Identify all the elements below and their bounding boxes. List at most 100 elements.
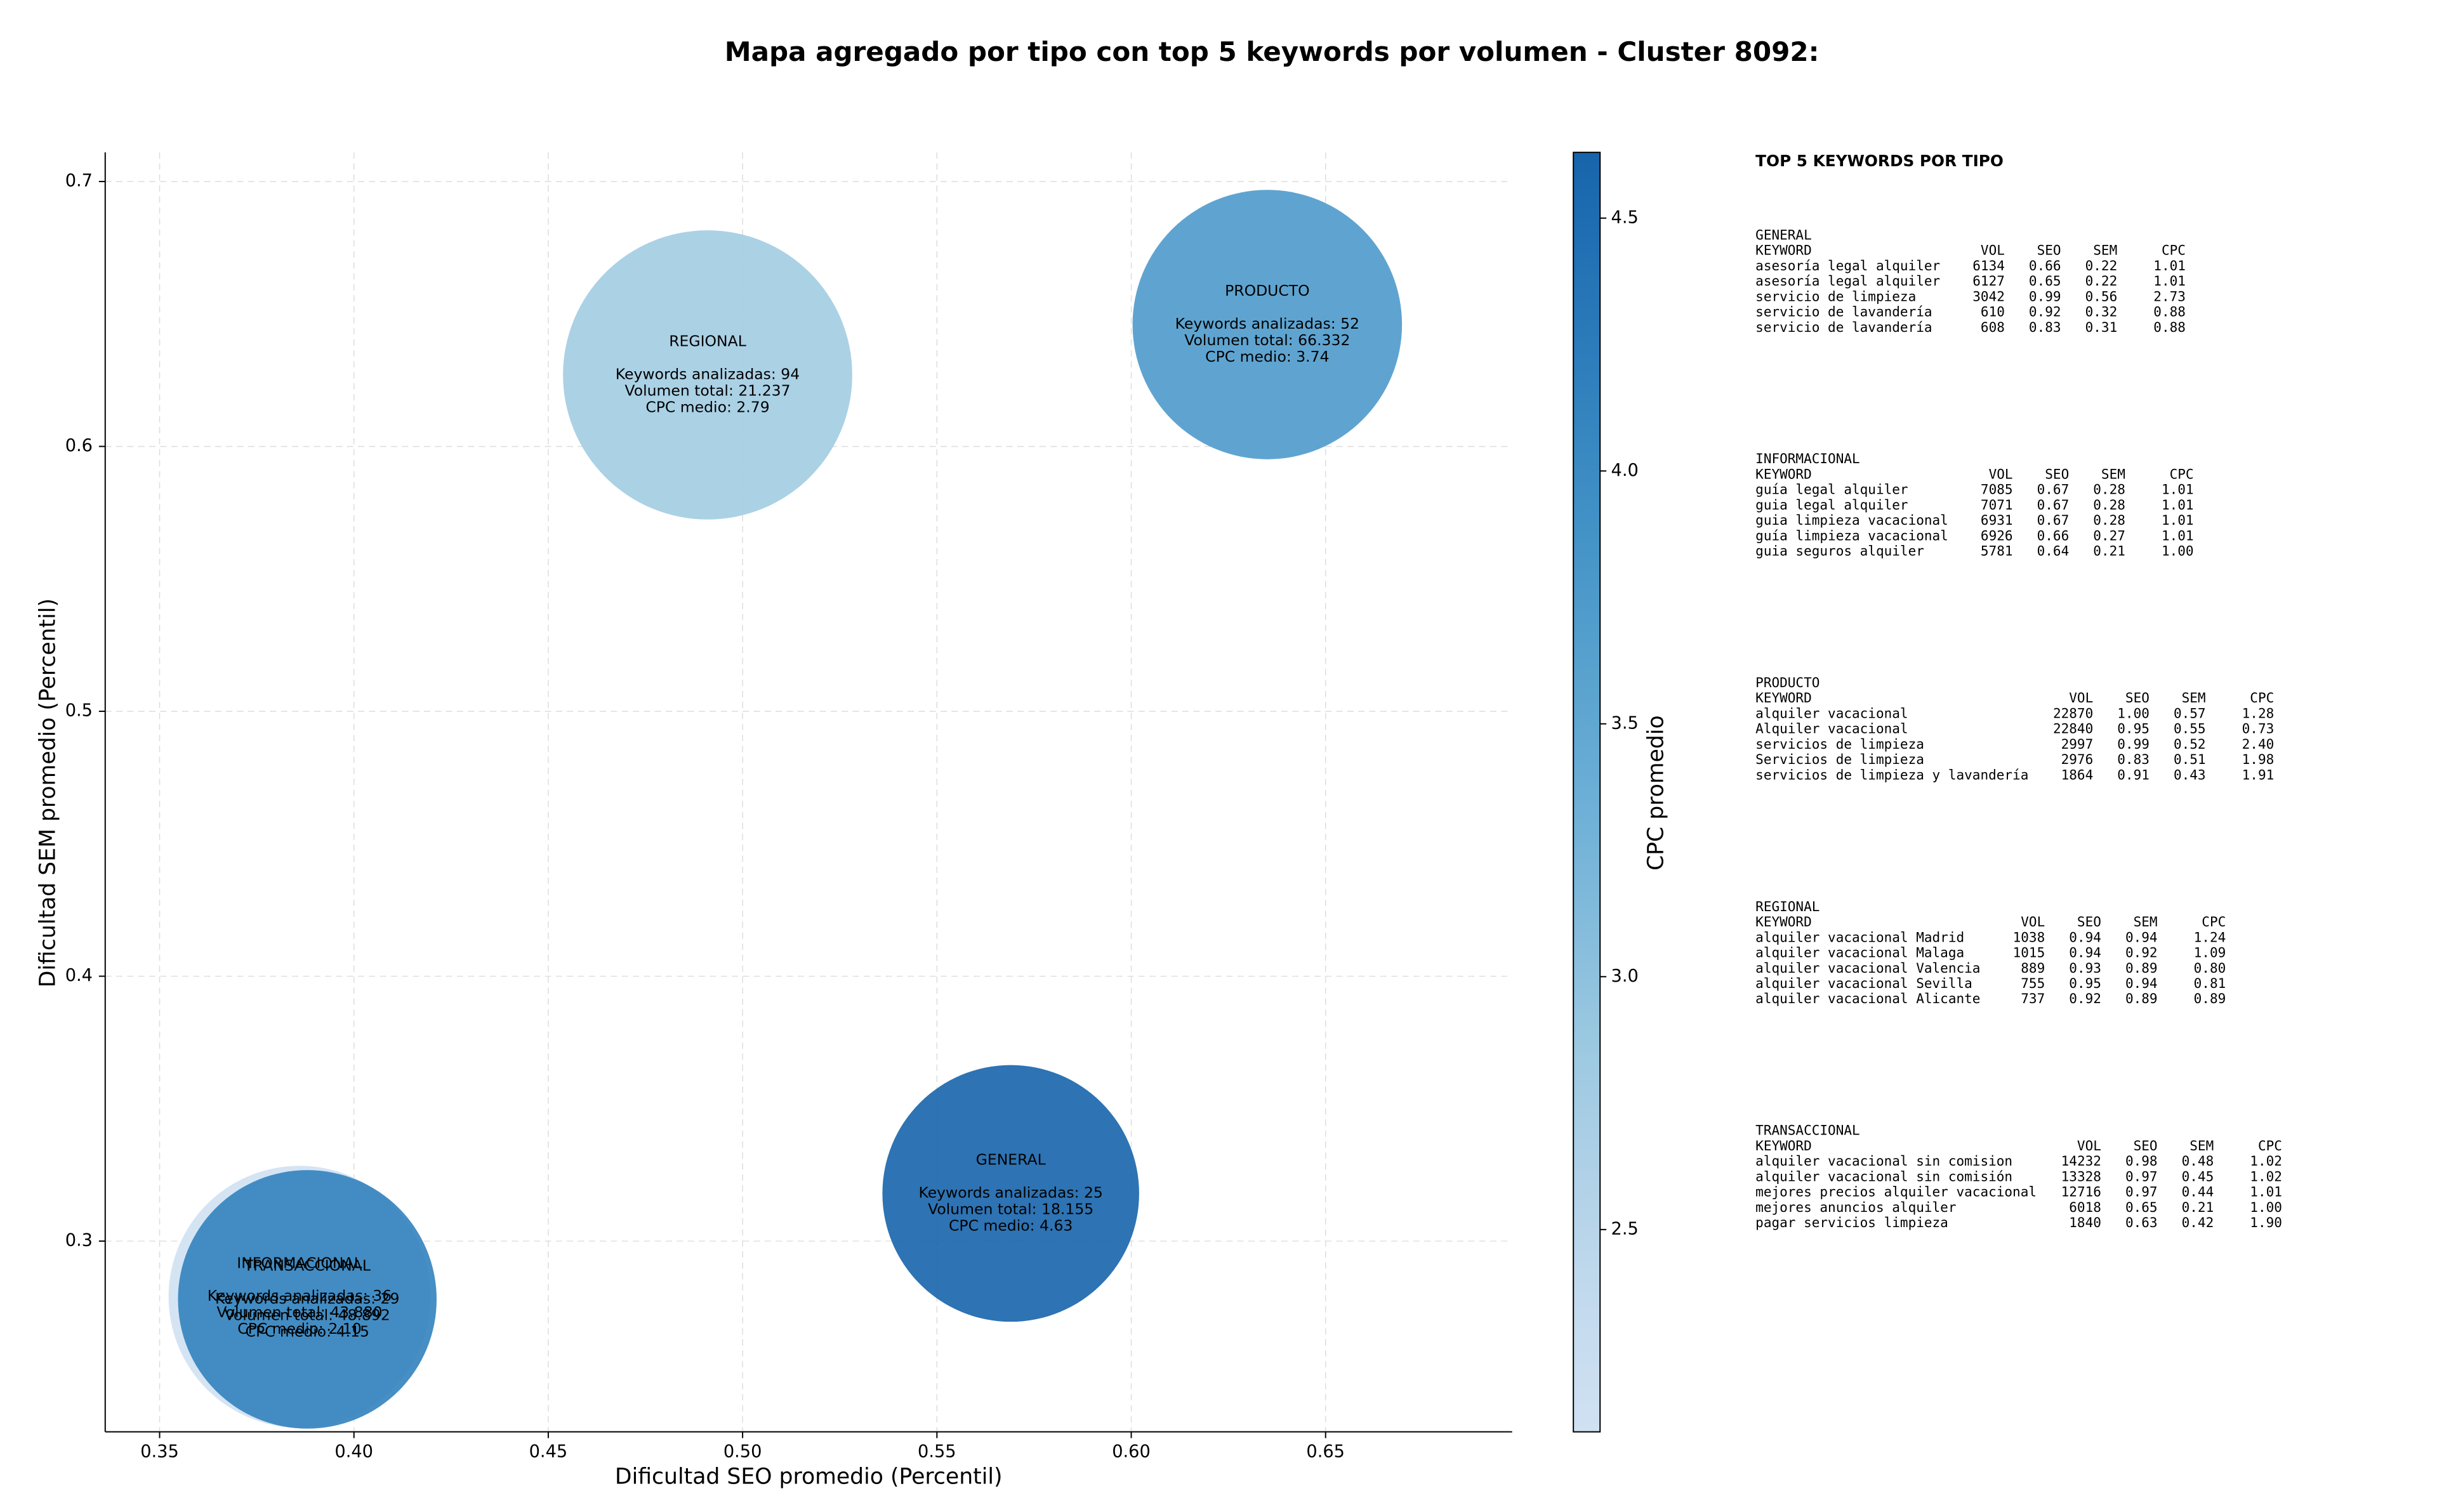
table-cell: 0.65 (2125, 1199, 2158, 1215)
bubble-name: PRODUCTO (1225, 282, 1310, 299)
table-cell: 12716 (2061, 1184, 2101, 1200)
table-cell: 0.43 (2174, 766, 2206, 782)
table-cell: 0.65 (2029, 273, 2061, 289)
colorbar (1573, 152, 1601, 1433)
table-cell: 22870 (2053, 705, 2093, 721)
table-cell: 1864 (2061, 766, 2094, 782)
table-cell: 0.94 (2069, 929, 2101, 945)
table-header: CPC (2202, 914, 2226, 930)
table-cell: 0.51 (2174, 751, 2206, 767)
table-cell: Servicios de limpieza (1755, 751, 1924, 767)
table-cell: 0.95 (2117, 721, 2150, 737)
table-header: CPC (2258, 1138, 2282, 1154)
table-cell: 0.99 (2117, 736, 2150, 752)
table-cell: 1.01 (2162, 497, 2194, 513)
table-cell: 0.83 (2029, 319, 2061, 335)
table-cell: 0.52 (2174, 736, 2206, 752)
table-header: KEYWORD (1755, 690, 1812, 706)
table-cell: 0.92 (2029, 304, 2061, 320)
table-header: SEM (2182, 690, 2206, 706)
table-cell: 6127 (1972, 273, 2005, 289)
table-cell: 610 (1981, 304, 2005, 320)
table-cell: 0.28 (2093, 512, 2125, 528)
table-cell: 0.91 (2117, 766, 2150, 782)
table-cell: 1.01 (2250, 1184, 2282, 1200)
table-cell: 0.97 (2125, 1184, 2158, 1200)
table-header: CPC (2162, 242, 2186, 258)
table-cell: 1.91 (2242, 766, 2275, 782)
x-tick-label: 0.40 (334, 1442, 373, 1461)
table-cell: alquiler vacacional Valencia (1755, 960, 1980, 976)
table-cell: 2976 (2061, 751, 2094, 767)
table-header: KEYWORD (1755, 466, 1812, 482)
bubble-name: INFORMACIONAL (237, 1254, 362, 1272)
table-cell: 0.89 (2125, 990, 2158, 1006)
table-cell: 1038 (2013, 929, 2045, 945)
table-cell: guia seguros alquiler (1755, 543, 1924, 559)
table-header: SEO (2037, 242, 2061, 258)
table-cell: 3042 (1972, 288, 2005, 304)
table-cell: servicio de limpieza (1755, 288, 1916, 304)
y-tick-label: 0.3 (65, 1231, 93, 1251)
colorbar-tick-label: 4.5 (1611, 207, 1639, 227)
table-header: SEM (2189, 1138, 2214, 1154)
table-cell: 1.00 (2250, 1199, 2282, 1215)
group-name: INFORMACIONAL (1755, 450, 1859, 466)
x-tick-label: 0.65 (1306, 1442, 1345, 1461)
table-cell: 1.90 (2250, 1214, 2282, 1230)
table-header: SEM (2093, 242, 2117, 258)
table-cell: 1.01 (2162, 482, 2194, 497)
table-cell: 0.73 (2242, 721, 2275, 737)
table-cell: guia limpieza vacacional (1755, 512, 1948, 528)
table-cell: 5781 (1981, 543, 2013, 559)
table-cell: 0.42 (2182, 1214, 2214, 1230)
table-cell: 0.89 (2125, 960, 2158, 976)
table-cell: 0.94 (2125, 975, 2158, 991)
table-cell: 0.44 (2182, 1184, 2214, 1200)
table-cell: 6018 (2069, 1199, 2101, 1215)
table-cell: 0.92 (2125, 945, 2158, 961)
table-cell: alquiler vacacional Madrid (1755, 929, 1964, 945)
table-cell: 1.98 (2242, 751, 2275, 767)
bubble-name: GENERAL (976, 1150, 1046, 1168)
table-header: VOL (2077, 1138, 2101, 1154)
table-header: CPC (2170, 466, 2194, 482)
table-cell: Alquiler vacacional (1755, 721, 1908, 737)
panel-title: TOP 5 KEYWORDS POR TIPO (1755, 152, 2004, 170)
table-cell: guía legal alquiler (1755, 482, 1908, 497)
bubble-text: CPC medio: 3.74 (1205, 348, 1329, 365)
table-cell: 0.22 (2085, 258, 2118, 273)
table-cell: 755 (2021, 975, 2045, 991)
table-cell: 0.28 (2093, 497, 2125, 513)
table-cell: 14232 (2061, 1153, 2101, 1169)
table-cell: asesoría legal alquiler (1755, 258, 1940, 273)
table-cell: 0.94 (2125, 929, 2158, 945)
table-cell: 1.28 (2242, 705, 2275, 721)
table-header: VOL (1981, 242, 2005, 258)
bubble-text: CPC medio: 4.63 (949, 1216, 1073, 1234)
table-header: VOL (2069, 690, 2093, 706)
table-header: SEO (2134, 1138, 2158, 1154)
bubble-name: TRANSACCIONAL (244, 1256, 371, 1274)
table-cell: 1.24 (2194, 929, 2226, 945)
table-cell: 0.80 (2194, 960, 2226, 976)
table-cell: 1.00 (2117, 705, 2150, 721)
group-name: GENERAL (1755, 227, 1812, 242)
group-name: TRANSACCIONAL (1755, 1122, 1859, 1138)
x-tick-label: 0.60 (1112, 1442, 1151, 1461)
table-cell: 0.99 (2029, 288, 2061, 304)
table-cell: 0.83 (2117, 751, 2150, 767)
bubble-text: Keywords analizadas: 94 (616, 365, 800, 383)
colorbar-label: CPC promedio (1643, 715, 1668, 871)
table-cell: asesoría legal alquiler (1755, 273, 1940, 289)
table-cell: 0.94 (2069, 945, 2101, 961)
table-cell: alquiler vacacional sin comision (1755, 1153, 2012, 1169)
table-header: KEYWORD (1755, 242, 1812, 258)
table-cell: 6931 (1981, 512, 2013, 528)
table-cell: 0.66 (2037, 527, 2070, 543)
group-name: PRODUCTO (1755, 674, 1819, 690)
table-cell: servicio de lavandería (1755, 304, 1932, 320)
bubble-text: Volumen total: 43.880 (216, 1303, 382, 1321)
table-header: SEM (2134, 914, 2158, 930)
